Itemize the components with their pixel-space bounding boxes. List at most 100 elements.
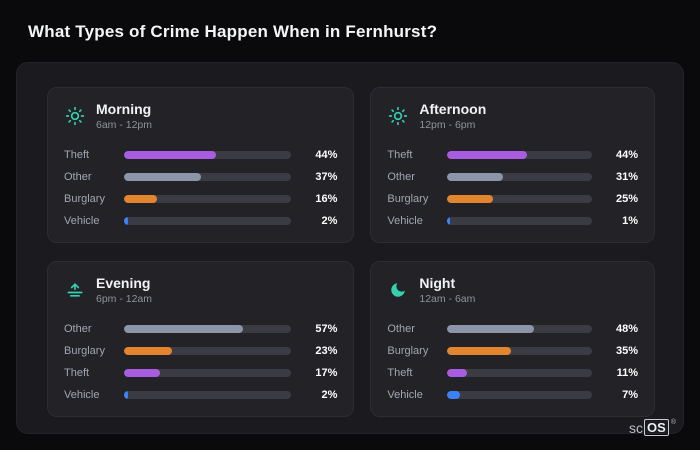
bar-label: Burglary — [387, 344, 429, 357]
panel-header: Afternoon 12pm - 6pm — [387, 101, 638, 131]
sun-icon — [387, 105, 409, 127]
bar-fill — [124, 194, 158, 203]
bar-list: Other 57% Burglary 23% Theft 17% Vehicle — [64, 319, 337, 404]
bar-track — [447, 324, 592, 333]
registered-mark: ® — [670, 419, 676, 426]
panel-heading-text: Evening 6pm - 12am — [96, 275, 152, 305]
bar-row: Theft 11% — [387, 367, 638, 379]
bar-row: Vehicle 1% — [387, 215, 638, 227]
bar-track — [447, 150, 592, 159]
bar-value: 48% — [615, 322, 638, 335]
panel-morning: Morning 6am - 12pm Theft 44% Other 37% B… — [47, 87, 355, 243]
bar-list: Other 48% Burglary 35% Theft 11% Vehicle — [387, 319, 638, 404]
panel-evening: Evening 6pm - 12am Other 57% Burglary 23… — [47, 261, 355, 417]
bar-fill — [124, 368, 160, 377]
bar-track — [124, 216, 292, 225]
bar-fill — [447, 194, 493, 203]
bar-value: 11% — [616, 366, 638, 379]
scos-logo: sc OS ® — [629, 419, 676, 436]
bar-fill — [447, 150, 527, 159]
bar-track — [447, 390, 592, 399]
bar-fill — [124, 150, 217, 159]
bar-track — [447, 216, 592, 225]
bar-row: Burglary 23% — [64, 345, 337, 357]
bar-value: 2% — [321, 388, 338, 401]
panel-subtitle: 6pm - 12am — [96, 293, 153, 306]
panel-night: Night 12am - 6am Other 48% Burglary 35% … — [370, 261, 655, 417]
bar-fill — [447, 216, 450, 225]
bar-label: Vehicle — [387, 388, 423, 401]
bar-row: Other 31% — [387, 171, 638, 183]
bar-track — [124, 390, 292, 399]
panel-title: Night — [419, 275, 456, 291]
bar-value: 23% — [315, 344, 338, 357]
bar-row: Other 48% — [387, 323, 638, 335]
panel-title: Evening — [96, 275, 151, 291]
logo-prefix: sc — [629, 420, 644, 436]
bar-fill — [124, 216, 129, 225]
panels-grid: Morning 6am - 12pm Theft 44% Other 37% B… — [47, 87, 655, 417]
sunset-icon — [64, 279, 86, 301]
bar-fill — [447, 368, 468, 377]
bar-row: Burglary 35% — [387, 345, 638, 357]
bar-label: Vehicle — [387, 214, 423, 227]
bar-label: Vehicle — [64, 214, 100, 227]
bar-row: Burglary 16% — [64, 193, 337, 205]
bar-track — [124, 346, 292, 355]
bar-value: 35% — [615, 344, 638, 357]
bar-track — [124, 194, 292, 203]
bar-label: Other — [387, 170, 415, 183]
bar-fill — [124, 390, 129, 399]
panel-heading-text: Night 12am - 6am — [419, 275, 475, 305]
bar-value: 7% — [622, 388, 638, 401]
bar-value: 2% — [321, 214, 338, 227]
sun-icon — [64, 105, 86, 127]
bar-row: Other 57% — [64, 323, 337, 335]
bar-label: Theft — [387, 366, 413, 379]
bar-label: Burglary — [387, 192, 429, 205]
bar-track — [124, 172, 292, 181]
panel-header: Evening 6pm - 12am — [64, 275, 337, 305]
bar-row: Burglary 25% — [387, 193, 638, 205]
bar-value: 37% — [315, 170, 338, 183]
bar-label: Other — [387, 322, 415, 335]
moon-icon — [387, 279, 409, 301]
panel-subtitle: 6am - 12pm — [96, 119, 153, 132]
bar-row: Theft 17% — [64, 367, 337, 379]
bar-row: Other 37% — [64, 171, 337, 183]
bar-fill — [124, 324, 244, 333]
bar-fill — [447, 346, 511, 355]
bar-label: Other — [64, 170, 92, 183]
panel-subtitle: 12am - 6am — [419, 293, 476, 306]
bar-value: 57% — [315, 322, 338, 335]
bar-value: 1% — [622, 214, 638, 227]
logo-boxed-os: OS — [644, 419, 669, 436]
bar-value: 44% — [615, 148, 638, 161]
bar-track — [447, 172, 592, 181]
bar-list: Theft 44% Other 37% Burglary 16% Vehicle — [64, 145, 337, 230]
bar-track — [447, 368, 592, 377]
bar-value: 31% — [615, 170, 638, 183]
bar-fill — [447, 324, 535, 333]
bar-fill — [447, 390, 461, 399]
bar-value: 17% — [315, 366, 338, 379]
bar-track — [124, 324, 292, 333]
panel-afternoon: Afternoon 12pm - 6pm Theft 44% Other 31%… — [370, 87, 655, 243]
bar-track — [447, 346, 592, 355]
bar-list: Theft 44% Other 31% Burglary 25% Vehicle — [387, 145, 638, 230]
panel-subtitle: 12pm - 6pm — [419, 119, 476, 132]
bar-track — [124, 368, 292, 377]
bar-fill — [124, 172, 202, 181]
panel-heading-text: Afternoon 12pm - 6pm — [419, 101, 486, 131]
bar-row: Vehicle 7% — [387, 389, 638, 401]
bar-value: 16% — [315, 192, 338, 205]
bar-row: Vehicle 2% — [64, 215, 337, 227]
bar-track — [124, 150, 292, 159]
bar-row: Theft 44% — [387, 149, 638, 161]
bar-label: Burglary — [64, 344, 105, 357]
bar-label: Other — [64, 322, 92, 335]
bar-fill — [124, 346, 173, 355]
bar-row: Theft 44% — [64, 149, 337, 161]
panel-title: Afternoon — [419, 101, 487, 117]
panel-heading-text: Morning 6am - 12pm — [96, 101, 152, 131]
